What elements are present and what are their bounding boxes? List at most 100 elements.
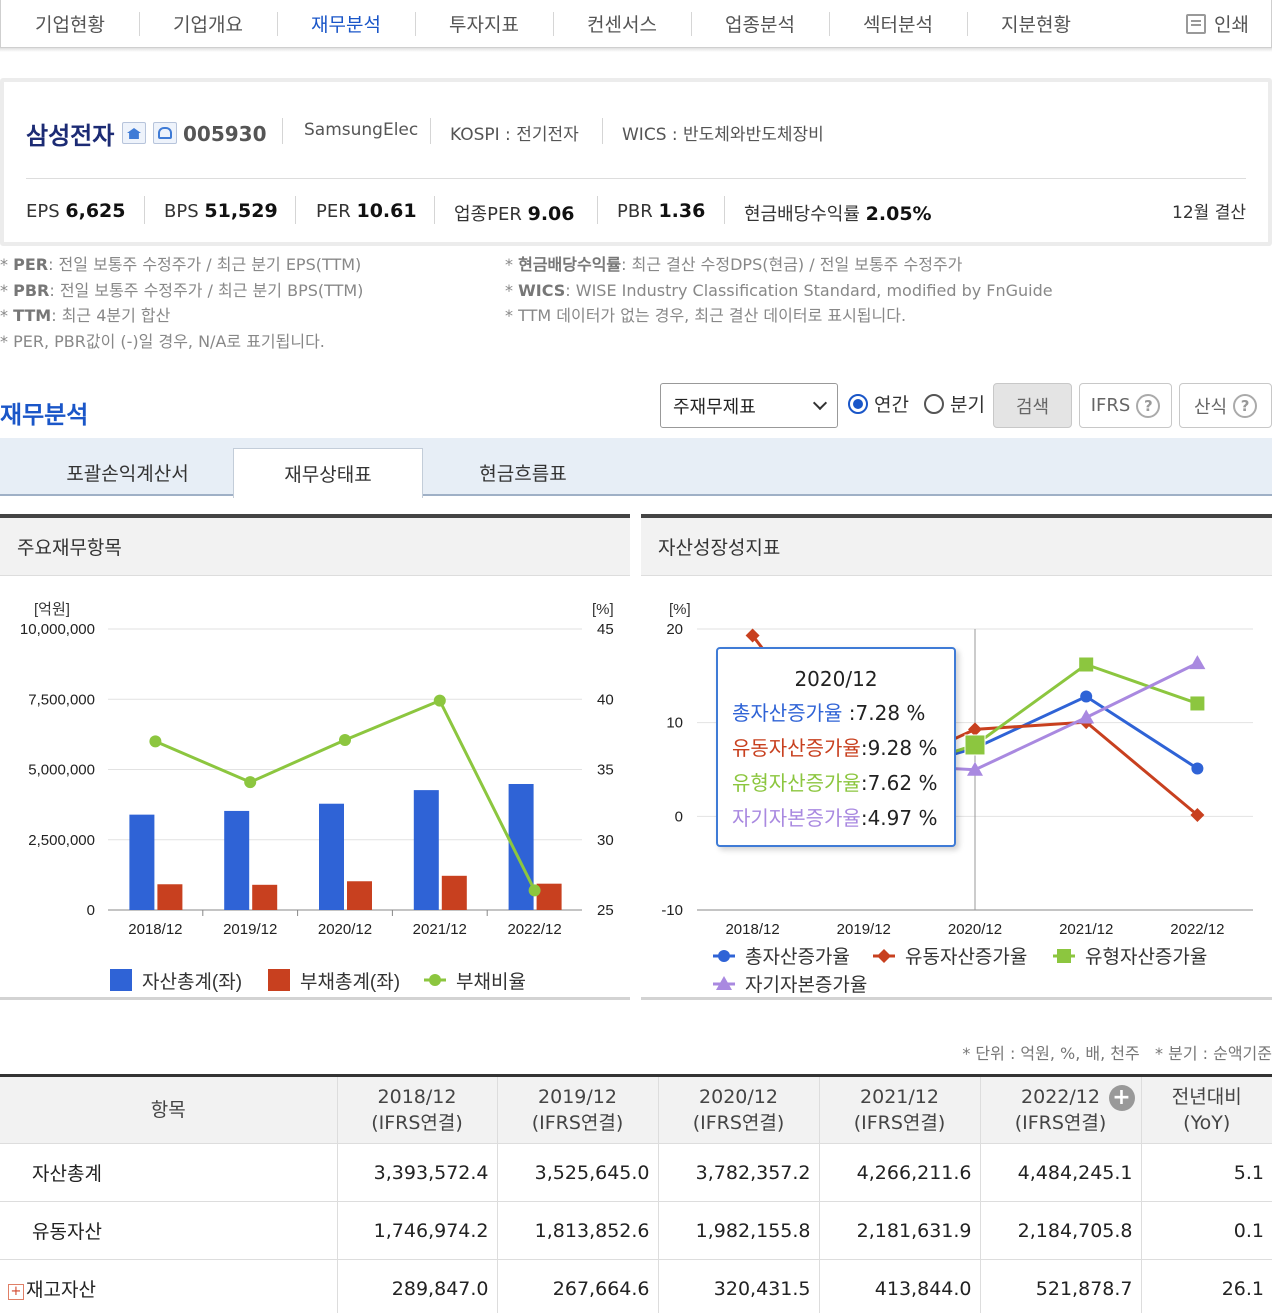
nav-shadow [0, 48, 1272, 52]
table-cell: 2,181,631.9 [818, 1201, 980, 1260]
radio-annual-icon[interactable] [848, 393, 868, 414]
industry-per-value: 9.06 [527, 203, 575, 225]
radio-quarter-icon[interactable] [924, 393, 944, 414]
tab-balance-sheet[interactable]: 재무상태표 [233, 448, 423, 498]
y2-tick-label: 30 [597, 832, 614, 849]
tooltip-row: 유동자산증가율:9.28 % [732, 736, 938, 760]
debt-ratio-point [528, 884, 541, 897]
radio-quarter[interactable]: 분기 [924, 390, 985, 417]
table-cell: 2,184,705.8 [979, 1201, 1141, 1260]
table-cell: 320,431.5 [657, 1259, 819, 1313]
divider [434, 196, 435, 224]
print-label: 인쇄 [1214, 14, 1249, 36]
add-column-icon[interactable]: + [1108, 1085, 1135, 1111]
series-point [1080, 690, 1093, 703]
bar-total-assets [413, 790, 439, 910]
formula-help-button[interactable]: 산식 ? [1179, 383, 1272, 428]
market-info: KOSPI : 전기전자 [450, 125, 579, 145]
legend-marker [718, 950, 730, 962]
x-tick-label: 2019/12 [223, 921, 277, 938]
legend-label: 부채총계(좌) [300, 971, 400, 993]
row-label-cell[interactable]: + 재고자산 [0, 1259, 337, 1313]
table-cell: 1,746,974.2 [336, 1201, 497, 1260]
header-year: 2021/12 (IFRS연결) [818, 1074, 980, 1144]
nav-tab-company-overview[interactable]: 기업개요 [139, 0, 277, 48]
note-wics: * WICS: WISE Industry Classification Sta… [505, 280, 1053, 300]
table-cell: 3,782,357.2 [657, 1143, 819, 1202]
series-point [1189, 655, 1206, 670]
expand-icon[interactable]: + [8, 1284, 24, 1301]
fiscal-settlement: 12월 결산 [1172, 203, 1246, 223]
y-tick-label: 0 [675, 808, 683, 825]
nav-tab-shareholding[interactable]: 지분현황 [967, 0, 1105, 48]
statement-tabs: 포괄손익계산서 재무상태표 현금흐름표 [0, 438, 1272, 498]
x-tick-label: 2019/12 [837, 921, 891, 938]
divider [724, 196, 725, 224]
table-cell: 4,484,245.1 [979, 1143, 1141, 1202]
series-point [967, 761, 983, 776]
unit-note-text: * 단위 : 억원, %, 배, 천주 [962, 1044, 1140, 1063]
print-button[interactable]: 인쇄 [1186, 10, 1249, 37]
nav-tab-financial-analysis[interactable]: 재무분석 [277, 0, 415, 48]
legend-label: 유형자산증가율 [1085, 946, 1207, 968]
pbr-label: PBR [617, 201, 653, 222]
hover-point [964, 734, 986, 756]
notes-right: * 현금배당수익률: 최근 결산 수정DPS(현금) / 전일 보통주 수정주가… [505, 252, 1053, 329]
header-year: 2019/12 (IFRS연결) [496, 1074, 658, 1144]
legend-label: 유동자산증가율 [905, 946, 1027, 968]
nav-tab-industry-analysis[interactable]: 업종분석 [691, 0, 829, 48]
note-na: * PER, PBR값이 (-)일 경우, N/A로 표기됩니다. [0, 331, 325, 351]
ifrs-help-button[interactable]: IFRS ? [1079, 383, 1172, 428]
y-tick-label: 7,500,000 [28, 691, 95, 708]
wics-info: WICS : 반도체와반도체장비 [622, 125, 824, 145]
nav-tab-consensus[interactable]: 컨센서스 [553, 0, 691, 48]
phone-icon[interactable] [153, 122, 177, 144]
tooltip-row: 자기자본증가율:4.97 % [732, 806, 938, 830]
note-per: * PER: 전일 보통주 수정주가 / 최근 분기 EPS(TTM) [0, 255, 362, 274]
nav-tab-company-status[interactable]: 기업현황 [35, 14, 105, 36]
radio-quarter-label: 분기 [950, 394, 985, 416]
formula-label: 산식 [1193, 396, 1228, 418]
legend-label: 자기자본증가율 [745, 974, 867, 996]
chart-tooltip: 2020/12 총자산증가율 :7.28 % 유동자산증가율:9.28 % 유형… [716, 647, 956, 847]
header-item: 항목 [0, 1074, 337, 1144]
table-header-row: 항목 2018/12 (IFRS연결) 2019/12 (IFRS연결) 2020/… [0, 1074, 1272, 1144]
legend-marker [877, 949, 891, 963]
header-year: 2022/12 (IFRS연결) + [979, 1074, 1141, 1144]
per-label: PER [316, 201, 351, 222]
dividend-yield-item: 현금배당수익률 2.05% [744, 200, 932, 226]
help-icon: ? [1233, 393, 1258, 418]
nav-tab-sector-analysis[interactable]: 섹터분석 [829, 0, 967, 48]
tab-cash-flow[interactable]: 현금흐름표 [479, 462, 567, 485]
panel-key-financials: 주요재무항목 [억원] [%] 0 2,500,000 5,000,000 7,500,0… [0, 514, 630, 1000]
y-tick-label: 0 [87, 902, 95, 919]
bps-item: BPS 51,529 [164, 200, 278, 222]
table-cell: 413,844.0 [818, 1259, 980, 1313]
legend-label: 자산총계(좌) [142, 971, 242, 993]
stock-code: 005930 [183, 122, 267, 146]
industry-per-item: 업종PER 9.06 [454, 200, 574, 226]
homepage-icon[interactable] [122, 122, 146, 144]
legend-label: 부채비율 [456, 971, 526, 993]
bar-total-assets [319, 803, 344, 910]
note-ttm-missing: * TTM 데이터가 없는 경우, 최근 결산 데이터로 표시됩니다. [505, 306, 907, 325]
x-tick-label: 2020/12 [318, 921, 372, 938]
per-item: PER 10.61 [316, 200, 417, 222]
printer-icon [1186, 13, 1207, 34]
y2-tick-label: 40 [597, 691, 614, 708]
table-row: + 재고자산 289,847.0 267,664.6 320,431.5 413,… [0, 1259, 1272, 1313]
table-row: 자산총계 3,393,572.4 3,525,645.0 3,782,357.2… [0, 1143, 1272, 1202]
statement-select[interactable]: 주재무제표 [660, 383, 838, 428]
debt-ratio-point [149, 735, 162, 748]
x-tick-label: 2018/12 [128, 921, 182, 938]
debt-ratio-point [244, 776, 257, 789]
divider [295, 196, 296, 224]
y2-tick-label: 35 [597, 762, 614, 779]
nav-tab-investment-indicators[interactable]: 투자지표 [415, 0, 553, 48]
search-button[interactable]: 검색 [993, 383, 1072, 428]
radio-annual[interactable]: 연간 [848, 390, 909, 417]
series-point [745, 628, 760, 643]
table-cell: 267,664.6 [496, 1259, 658, 1313]
tab-income-statement[interactable]: 포괄손익계산서 [66, 462, 189, 485]
row-label: 재고자산 [26, 1279, 96, 1302]
